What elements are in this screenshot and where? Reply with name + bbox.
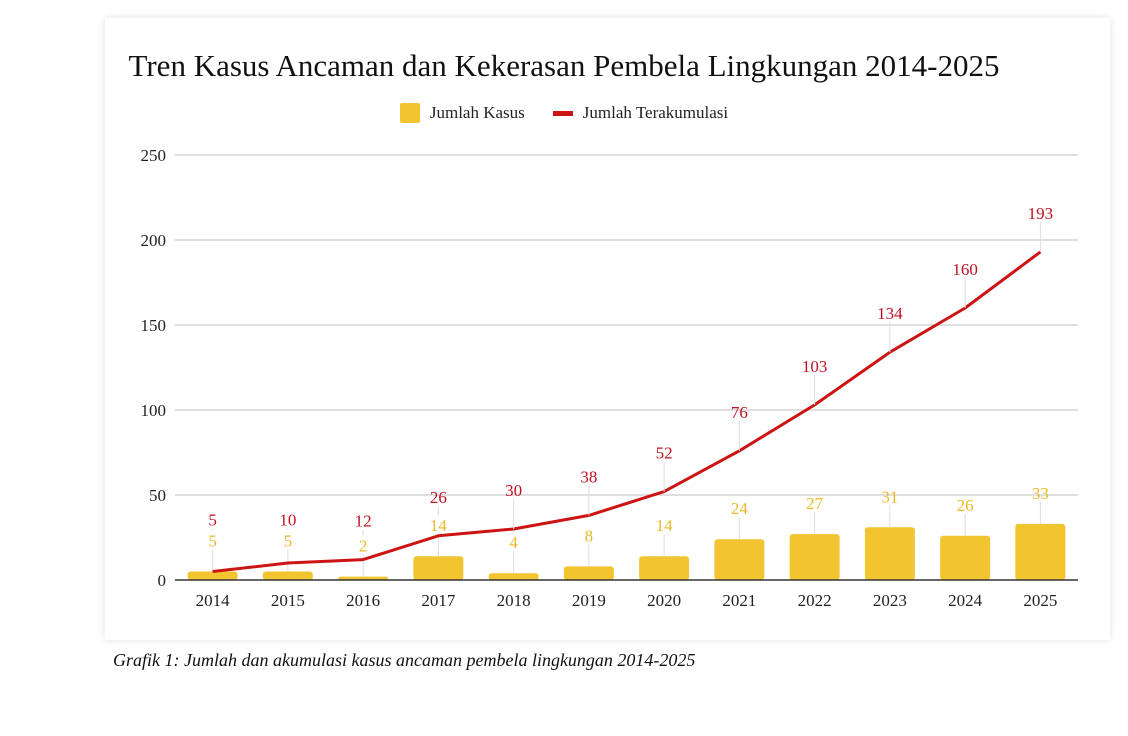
- bar: [413, 556, 464, 580]
- bar-data-label: 24: [731, 499, 749, 518]
- bar: [1015, 523, 1066, 580]
- bar: [488, 573, 539, 580]
- line-data-label: 26: [430, 488, 447, 507]
- line-data-label: 10: [279, 511, 296, 530]
- x-tick-label: 2022: [798, 591, 832, 610]
- bar: [789, 534, 840, 580]
- x-tick-label: 2015: [271, 591, 305, 610]
- line-data-label: 52: [656, 444, 673, 463]
- bar: [563, 566, 614, 580]
- bar-data-label: 27: [806, 494, 824, 513]
- bar: [714, 539, 765, 580]
- x-tick-label: 2025: [1023, 591, 1057, 610]
- bar: [187, 571, 238, 580]
- bar-data-label: 8: [585, 526, 594, 545]
- legend-item-line: Jumlah Terakumulasi: [552, 103, 729, 123]
- y-tick-label: 100: [141, 401, 167, 420]
- bar-data-label: 4: [509, 533, 518, 552]
- bar: [639, 556, 690, 580]
- y-tick-label: 50: [149, 486, 166, 505]
- line-series: [212, 250, 1042, 573]
- bar-data-label: 31: [881, 487, 898, 506]
- bar: [864, 527, 915, 580]
- legend-item-bar: Jumlah Kasus: [399, 103, 525, 123]
- legend: Jumlah Kasus Jumlah Terakumulasi: [0, 103, 1128, 123]
- x-tick-label: 2019: [572, 591, 606, 610]
- y-tick-label: 150: [141, 316, 167, 335]
- caption-text: : Jumlah dan akumulasi kasus ancaman pem…: [173, 650, 696, 670]
- x-tick-label: 2023: [873, 591, 907, 610]
- legend-label: Jumlah Kasus: [429, 103, 525, 122]
- legend-swatch-line: [552, 110, 573, 116]
- figure-caption: Grafik 1: Jumlah dan akumulasi kasus anc…: [113, 650, 695, 671]
- bar-data-label: 5: [284, 532, 293, 551]
- x-tick-label: 2017: [421, 591, 456, 610]
- x-tick-label: 2024: [948, 591, 983, 610]
- x-tick-label: 2020: [647, 591, 681, 610]
- bar: [262, 571, 313, 580]
- bar-data-label: 33: [1032, 484, 1049, 503]
- line-data-label: 103: [802, 357, 828, 376]
- x-tick-label: 2016: [346, 591, 380, 610]
- bar-data-label: 26: [957, 496, 974, 515]
- bar: [338, 576, 389, 580]
- legend-swatch-bar: [399, 103, 420, 123]
- bar-data-label: 14: [656, 516, 674, 535]
- line-data-label: 5: [208, 511, 217, 530]
- bar-data-label: 5: [208, 532, 217, 551]
- x-tick-label: 2021: [722, 591, 756, 610]
- line-data-label: 160: [952, 260, 978, 279]
- line-data-label: 12: [355, 512, 372, 531]
- x-tick-label: 2014: [196, 591, 231, 610]
- bar-data-label: 2: [359, 537, 368, 556]
- line-data-label: 38: [580, 467, 597, 486]
- line-data-label: 134: [877, 304, 903, 323]
- chart-title: Tren Kasus Ancaman dan Kekerasan Pembela…: [128, 48, 1000, 83]
- y-tick-label: 250: [141, 146, 167, 165]
- legend-label: Jumlah Terakumulasi: [582, 103, 729, 122]
- line-data-label: 193: [1028, 204, 1054, 223]
- bar: [940, 535, 991, 580]
- line-data-label: 30: [505, 481, 522, 500]
- caption-label: Grafik 1: [113, 650, 174, 670]
- y-tick-label: 0: [158, 571, 167, 590]
- bar-data-label: 14: [430, 516, 448, 535]
- x-tick-label: 2018: [497, 591, 531, 610]
- line-data-label: 76: [731, 403, 748, 422]
- y-tick-label: 200: [141, 231, 167, 250]
